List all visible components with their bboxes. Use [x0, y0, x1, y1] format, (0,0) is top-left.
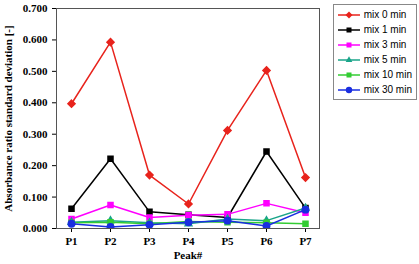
- svg-text:0.500: 0.500: [23, 65, 48, 77]
- svg-text:0.300: 0.300: [23, 128, 48, 140]
- svg-text:P1: P1: [65, 235, 77, 247]
- html-text:mix 1 min: mix 1 min: [363, 24, 407, 35]
- svg-text:Peak#: Peak#: [174, 249, 203, 261]
- svg-text:0.100: 0.100: [23, 191, 48, 203]
- svg-text:0.200: 0.200: [23, 159, 48, 171]
- html-text:mix 3 min: mix 3 min: [363, 39, 407, 50]
- html-text:mix 10 min: mix 10 min: [363, 69, 412, 80]
- svg-text:Absorbance ratio standard devi: Absorbance ratio standard deviation [-]: [2, 25, 14, 211]
- html-text:mix 5 min: mix 5 min: [363, 54, 407, 65]
- svg-text:P3: P3: [143, 235, 156, 247]
- html-text:mix 0 min: mix 0 min: [363, 9, 407, 20]
- svg-text:P7: P7: [299, 235, 312, 247]
- svg-text:0.400: 0.400: [23, 96, 48, 108]
- svg-text:P5: P5: [221, 235, 234, 247]
- html-text:mix 30 min: mix 30 min: [363, 84, 412, 95]
- svg-text:0.000: 0.000: [23, 222, 48, 234]
- svg-text:0.600: 0.600: [23, 33, 48, 45]
- svg-text:0.700: 0.700: [23, 2, 48, 14]
- svg-text:P2: P2: [104, 235, 117, 247]
- svg-text:P4: P4: [182, 235, 195, 247]
- svg-text:P6: P6: [260, 235, 273, 247]
